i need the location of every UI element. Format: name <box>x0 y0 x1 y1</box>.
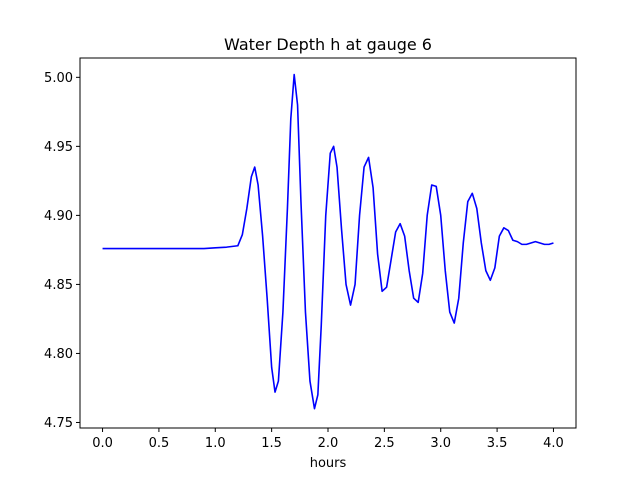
x-tick-label: 0.5 <box>149 436 170 451</box>
series-line-0 <box>102 73 554 410</box>
x-tick-label: 2.5 <box>374 436 395 451</box>
x-tick-label: 1.0 <box>205 436 226 451</box>
x-tick-label: 2.0 <box>318 436 339 451</box>
x-axis: 0.0 0.5 1.0 1.5 2.0 2.5 3.0 3.5 4.0 <box>92 428 564 451</box>
x-tick-label: 3.5 <box>487 436 508 451</box>
x-tick-label: 0.0 <box>92 436 113 451</box>
x-tick-label: 3.0 <box>430 436 451 451</box>
x-tick-label: 1.5 <box>261 436 282 451</box>
y-tick-label: 4.95 <box>44 140 73 155</box>
y-axis: 4.75 4.80 4.85 4.90 4.95 5.00 <box>44 71 80 431</box>
y-tick-label: 4.90 <box>44 209 73 224</box>
y-tick-label: 4.75 <box>44 416 73 431</box>
y-tick-label: 4.85 <box>44 278 73 293</box>
x-tick-label: 4.0 <box>543 436 564 451</box>
x-axis-label: hours <box>310 456 347 471</box>
y-tick-label: 4.80 <box>44 347 73 362</box>
y-tick-label: 5.00 <box>44 71 73 86</box>
plot-area <box>102 73 554 410</box>
chart-title: Water Depth h at gauge 6 <box>224 35 432 54</box>
